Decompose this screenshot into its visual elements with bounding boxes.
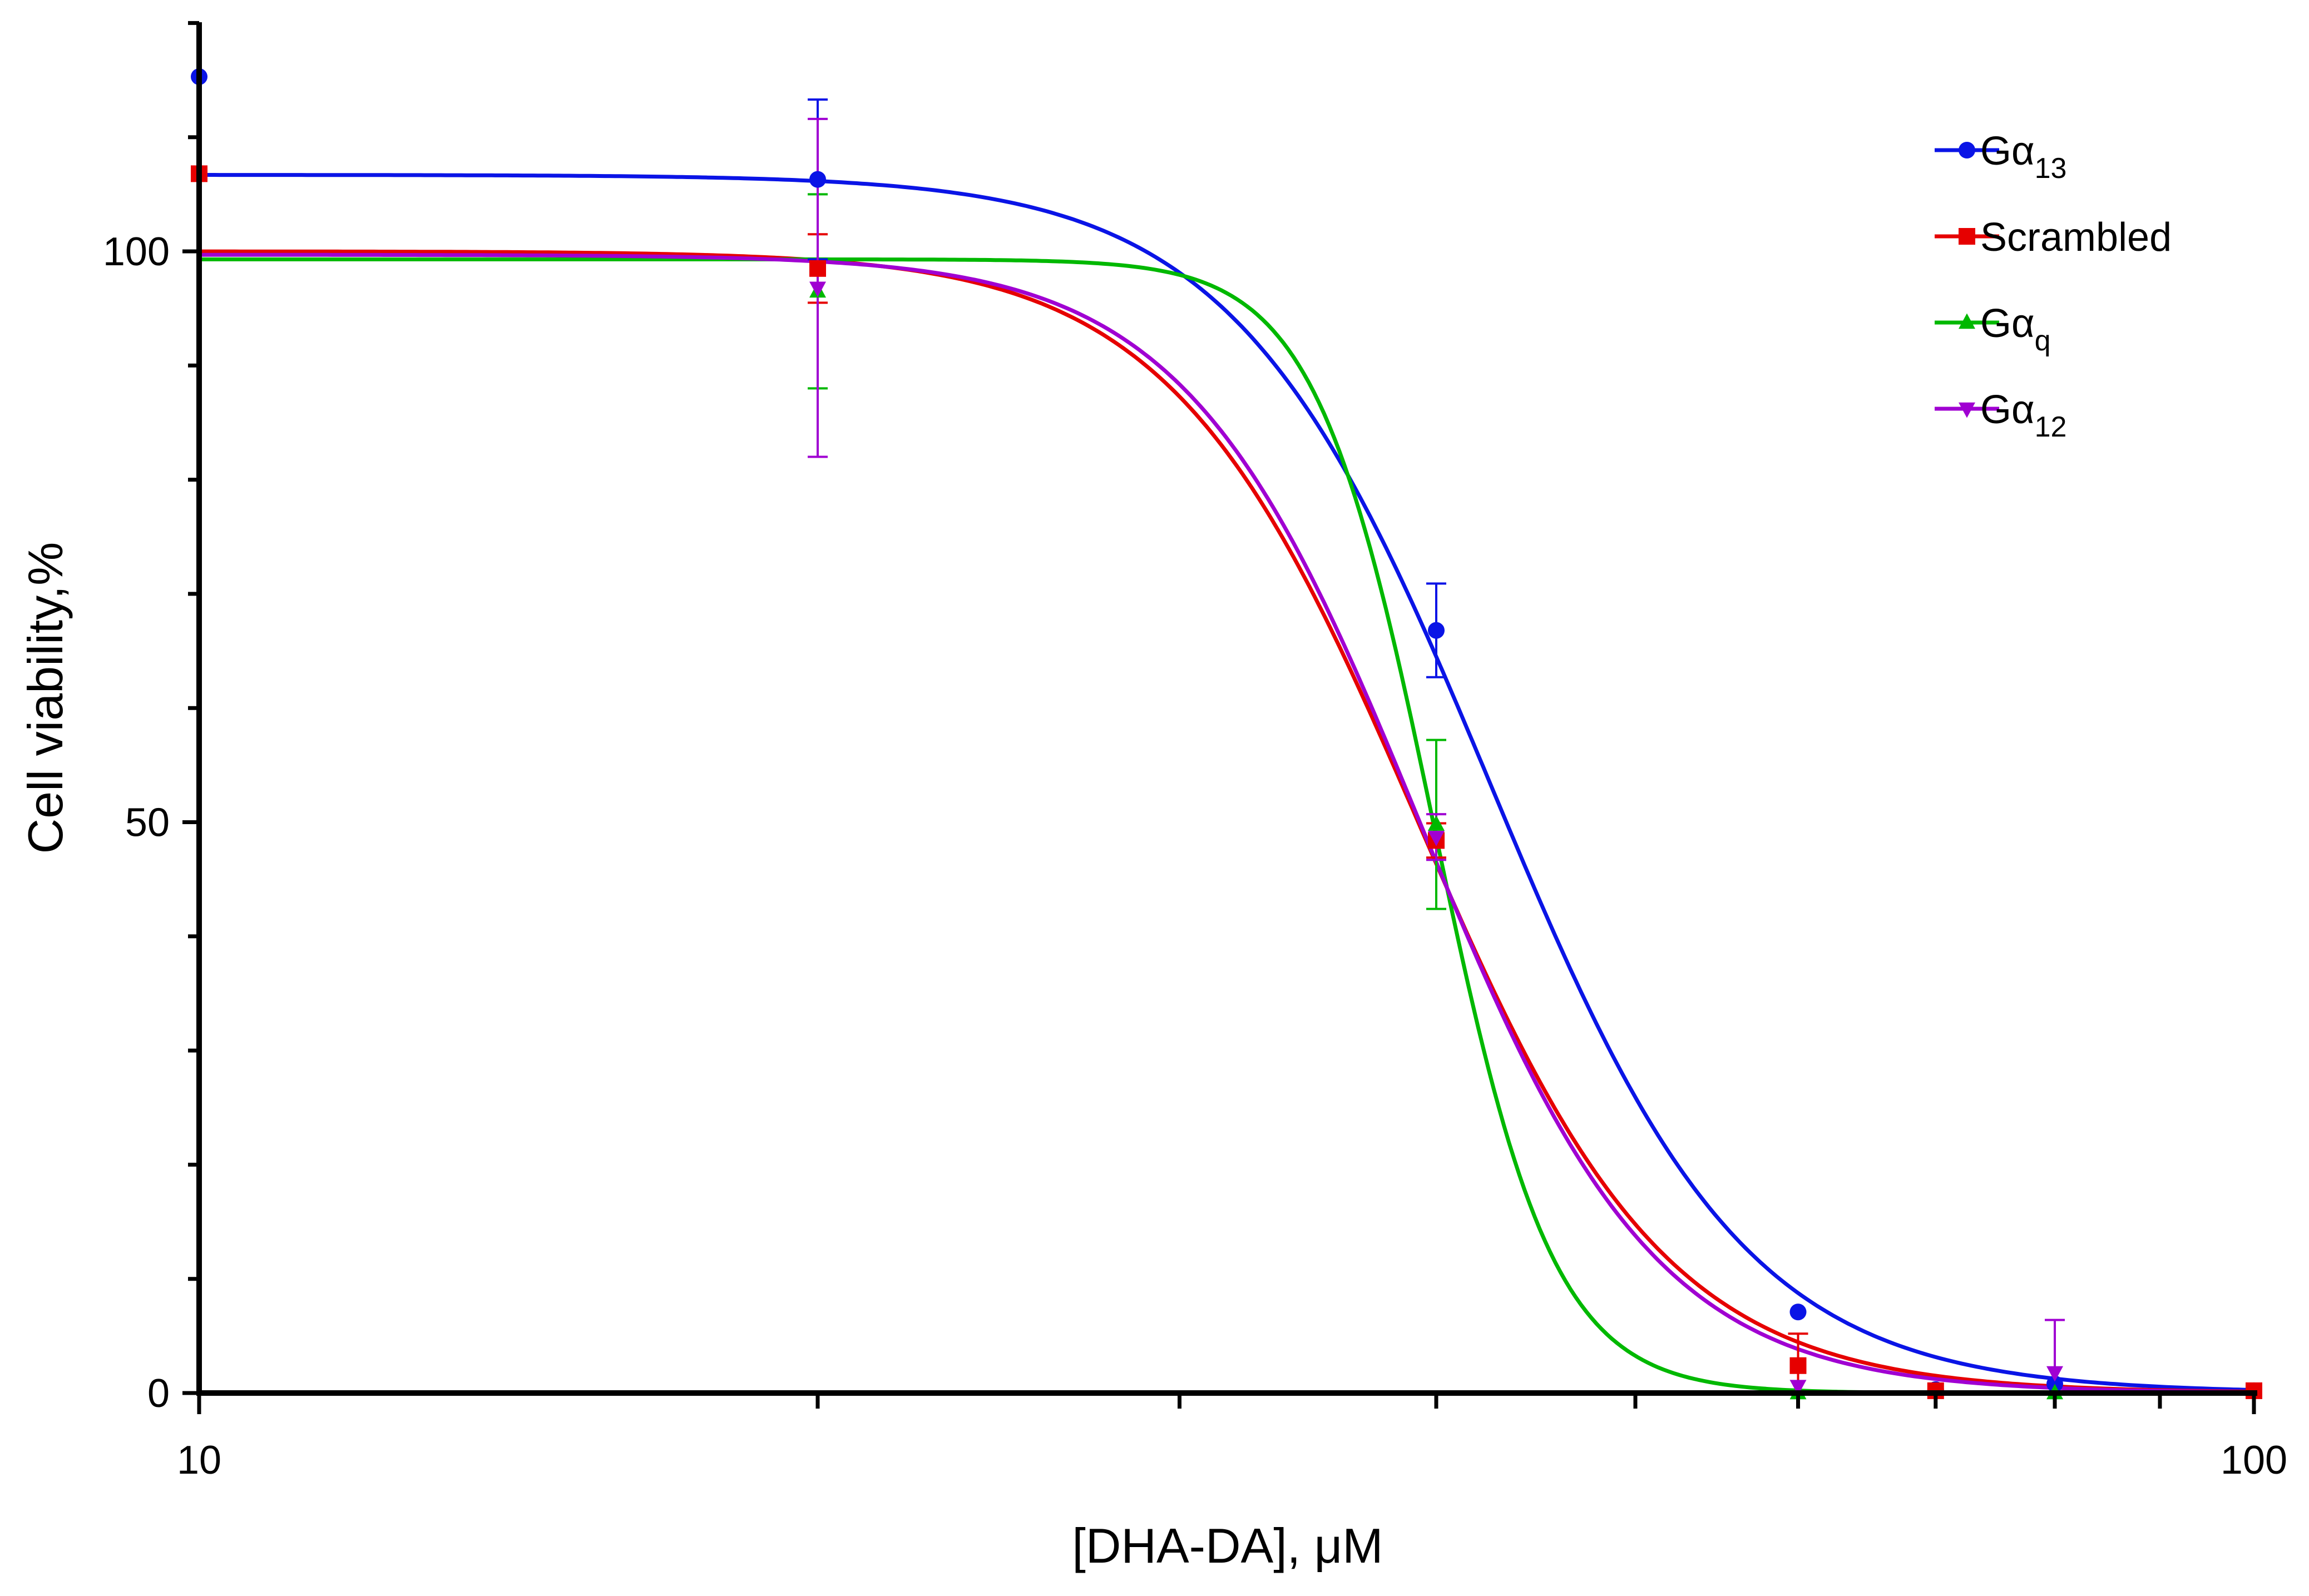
legend-label: Gα13 bbox=[1980, 129, 2066, 185]
x-axis-title: [DHA-DA], μM bbox=[1072, 1518, 1383, 1573]
data-markers bbox=[191, 68, 2262, 1400]
legend-marker bbox=[1959, 402, 1975, 418]
legend-item-scrambled: Scrambled bbox=[1935, 215, 2172, 260]
data-point-scrambled bbox=[1789, 1357, 1807, 1374]
fit-curve-gq bbox=[199, 257, 2254, 1395]
x-tick-label: 100 bbox=[2221, 1438, 2287, 1483]
x-tick-label: 10 bbox=[177, 1438, 221, 1483]
legend-marker bbox=[1959, 142, 1975, 158]
legend-label: Scrambled bbox=[1980, 215, 2172, 260]
legend: Gα13 Scrambled Gαq Gα12 bbox=[1935, 129, 2172, 443]
fit-curve-scrambled bbox=[199, 249, 2254, 1394]
error-bars bbox=[808, 98, 2065, 1394]
x-axis-ticks: 10 100 bbox=[177, 1393, 2287, 1483]
fit-curve-g13 bbox=[199, 173, 2254, 1392]
data-point-g12 bbox=[1428, 830, 1445, 846]
y-tick-label: 0 bbox=[147, 1371, 170, 1416]
legend-item-g13: Gα13 bbox=[1935, 129, 2066, 185]
data-point-g13 bbox=[809, 171, 827, 188]
y-axis-title: Cell viability,% bbox=[18, 542, 73, 854]
legend-item-g12: Gα12 bbox=[1935, 388, 2066, 443]
data-point-g12 bbox=[2046, 1366, 2064, 1382]
data-point-gq bbox=[1428, 815, 1445, 831]
legend-marker bbox=[1959, 228, 1975, 245]
y-tick-label: 50 bbox=[125, 801, 170, 845]
legend-marker bbox=[1959, 313, 1975, 329]
data-point-scrambled bbox=[809, 260, 827, 277]
data-point-g13 bbox=[1428, 622, 1445, 639]
data-point-g12 bbox=[809, 281, 827, 298]
y-axis-ticks: 0 50 100 bbox=[103, 21, 199, 1416]
data-point-g12 bbox=[1789, 1380, 1807, 1396]
legend-label: Gα12 bbox=[1980, 388, 2066, 443]
fit-curves bbox=[199, 173, 2254, 1395]
legend-label: Gαq bbox=[1980, 301, 2051, 357]
y-tick-label: 100 bbox=[103, 230, 170, 274]
fit-curve-g12 bbox=[199, 252, 2254, 1394]
legend-item-gq: Gαq bbox=[1935, 301, 2051, 357]
data-point-g13 bbox=[1789, 1303, 1807, 1321]
